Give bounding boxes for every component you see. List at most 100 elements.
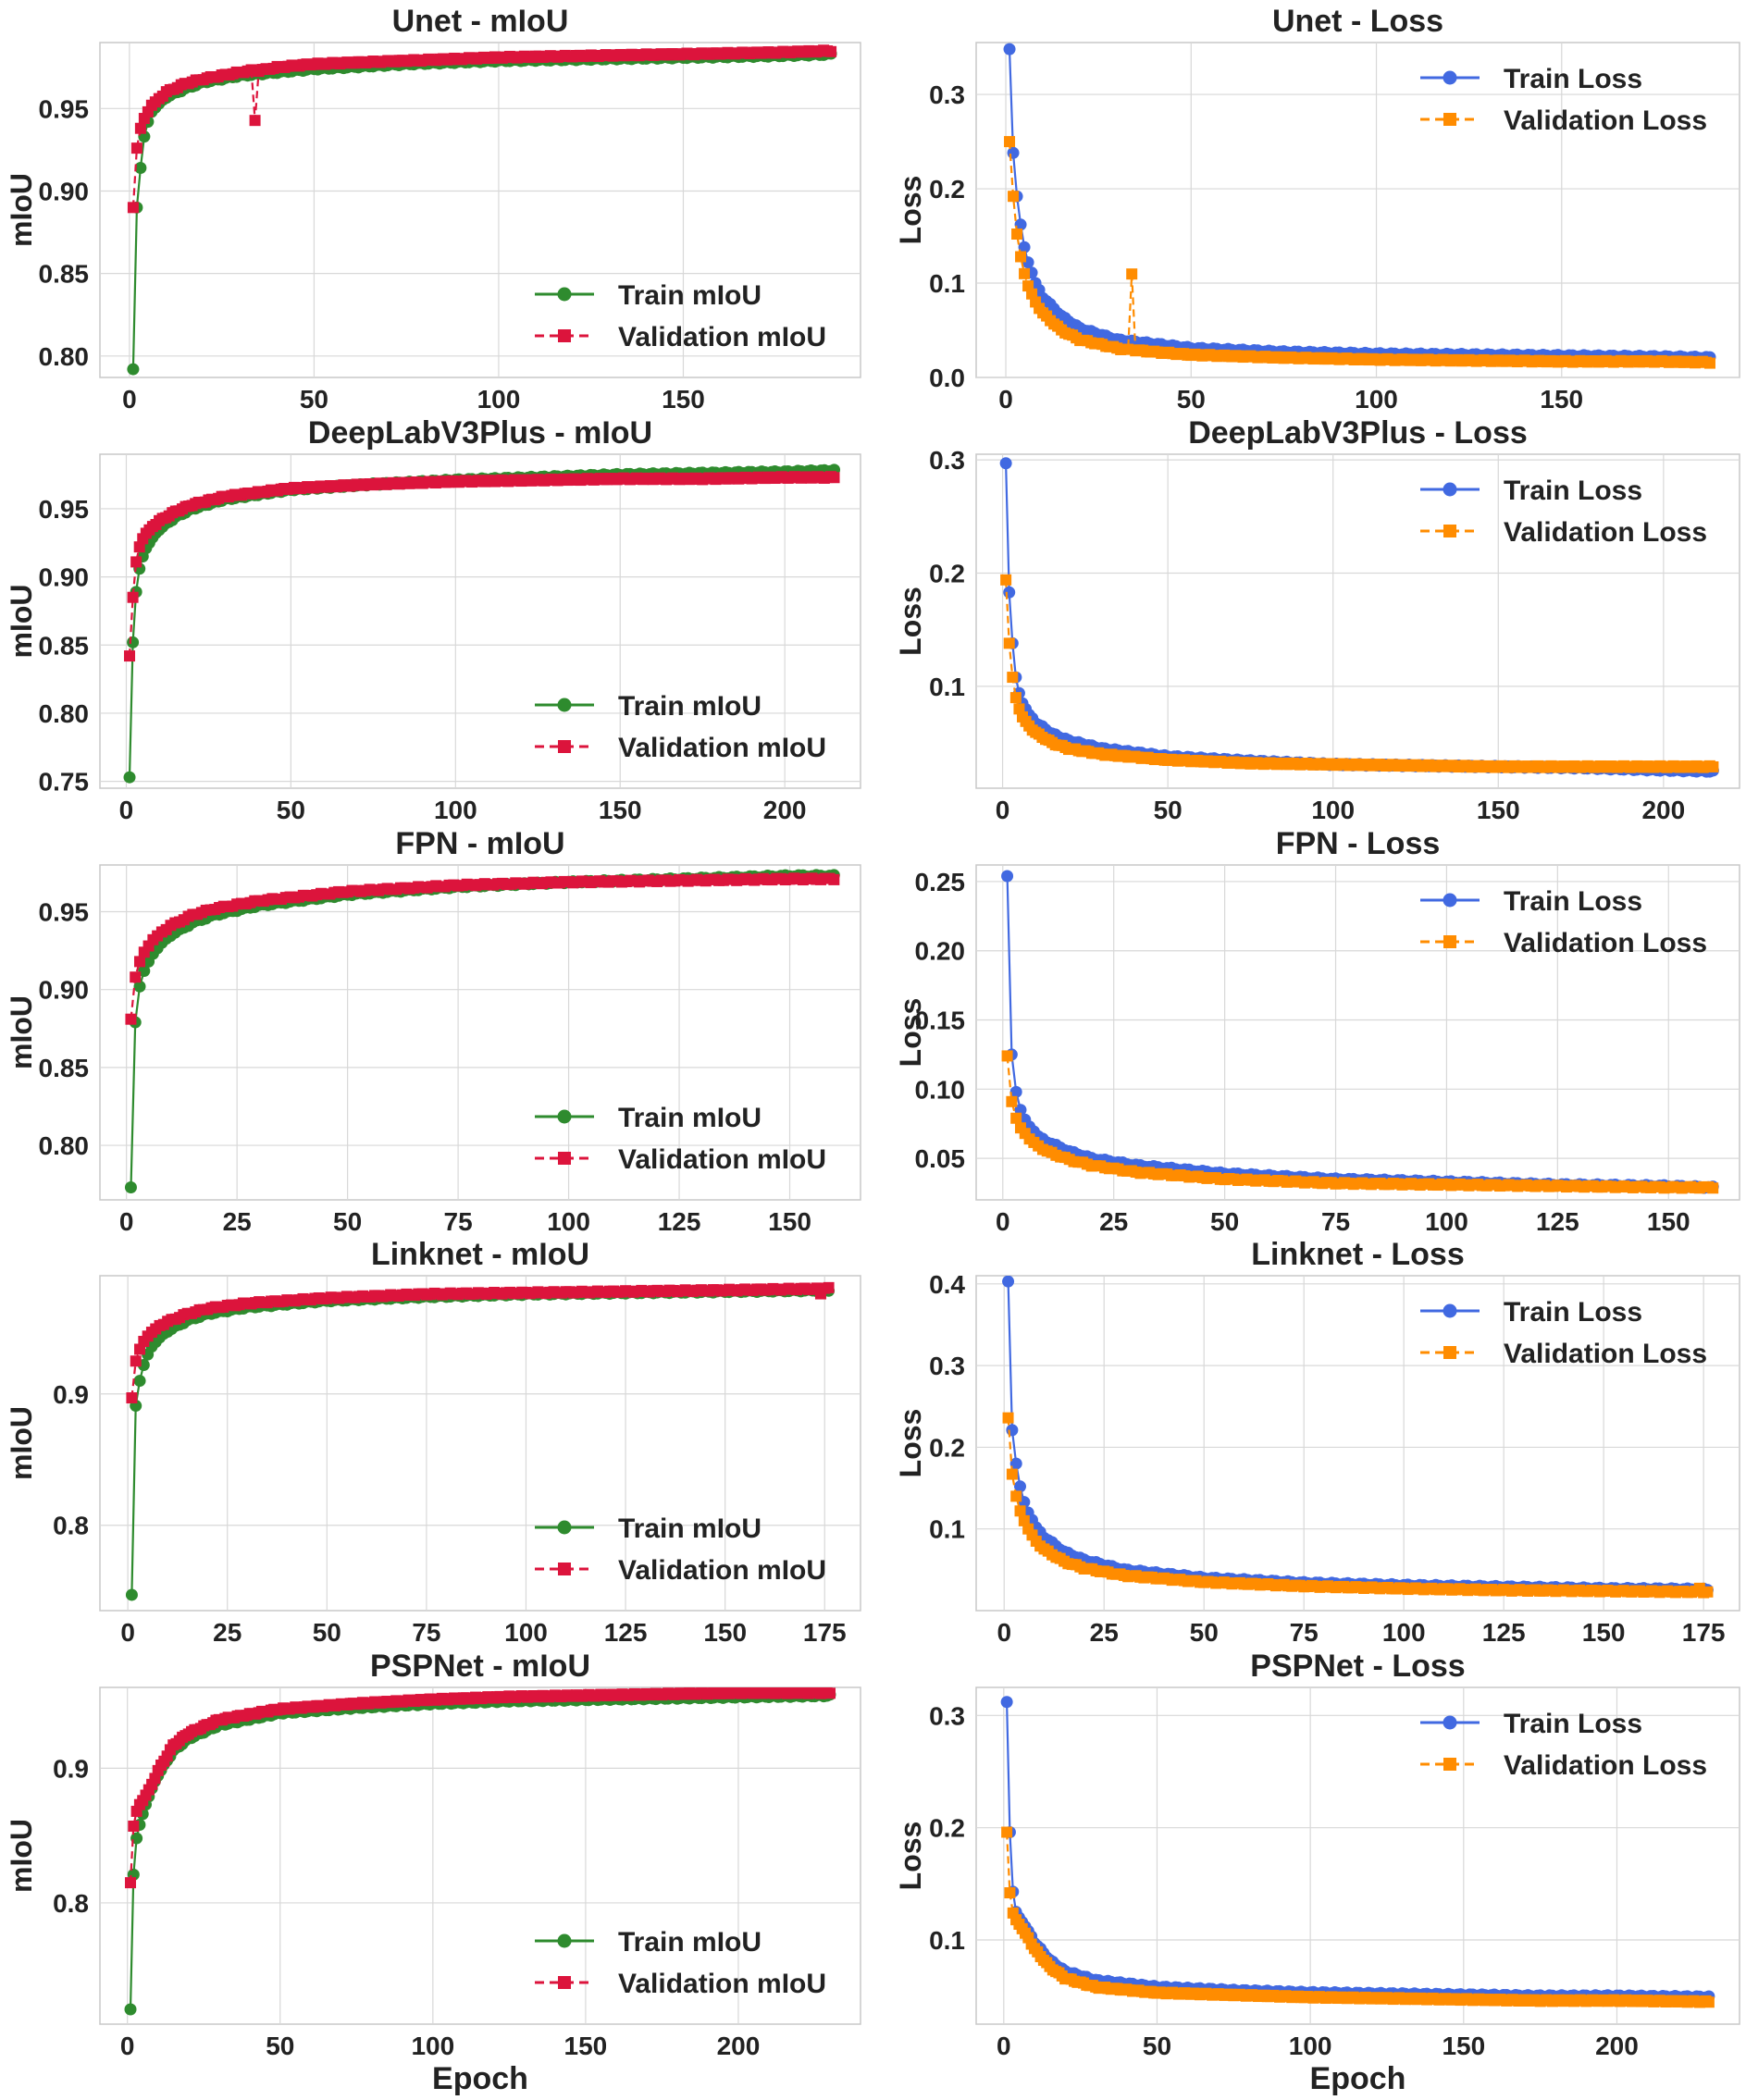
x-tick-label: 175 <box>1682 1618 1726 1647</box>
y-tick-label: 0.3 <box>929 1352 965 1380</box>
legend: Train mIoU Validation mIoU <box>535 1513 826 1586</box>
data-point <box>1008 191 1020 203</box>
chart-title: FPN - mIoU <box>395 826 564 861</box>
x-tick-label: 150 <box>768 1207 811 1236</box>
legend: Train Loss Validation Loss <box>1420 1709 1707 1781</box>
y-tick-label: 0.90 <box>39 177 90 205</box>
chart-linknet-miou: 0 25 50 75 100 125 150 175 0.8 0.9 Linknet - mIoU m… <box>5 1237 861 1647</box>
data-point <box>1000 574 1012 586</box>
data-point <box>130 971 142 983</box>
data-point <box>125 1877 137 1889</box>
y-tick-label: 0.10 <box>915 1075 966 1104</box>
chart-title: DeepLabV3Plus - Loss <box>1188 415 1528 451</box>
data-point <box>1703 357 1715 369</box>
y-tick-label: 0.25 <box>915 868 966 896</box>
data-point <box>1006 1468 1018 1480</box>
y-tick-label: 0.85 <box>39 1054 90 1082</box>
data-point <box>1014 1480 1027 1493</box>
legend-label: Train Loss <box>1504 886 1642 917</box>
x-tick-label: 0 <box>997 1618 1011 1647</box>
chart-title: Unet - Loss <box>1272 4 1443 39</box>
legend-label: Train Loss <box>1504 476 1642 506</box>
data-point <box>133 1375 146 1388</box>
data-point <box>1003 637 1015 649</box>
x-tick-label: 0 <box>996 1207 1010 1236</box>
legend-marker <box>1443 70 1457 85</box>
plot-area <box>975 1686 1740 2025</box>
plot-area <box>99 453 861 789</box>
x-tick-label: 75 <box>1290 1618 1319 1647</box>
plot-marks <box>124 1687 836 2016</box>
legend-marker <box>557 698 572 712</box>
y-tick-label: 0.80 <box>39 1131 90 1160</box>
x-tick-label: 100 <box>1382 1618 1426 1647</box>
y-tick-label: 0.2 <box>929 1814 965 1843</box>
x-tick-label: 0 <box>997 2032 1011 2060</box>
y-tick-label: 0.80 <box>39 699 90 728</box>
y-tick-label: 0.3 <box>929 446 965 475</box>
legend: Train Loss Validation Loss <box>1420 476 1707 548</box>
x-tick-label: 100 <box>1311 796 1355 824</box>
y-tick-label: 0.1 <box>929 673 965 701</box>
x-tick-label: 200 <box>717 2032 761 2060</box>
data-point <box>1006 1095 1018 1107</box>
data-point <box>126 1392 138 1404</box>
x-tick-label: 150 <box>599 796 642 824</box>
legend-marker <box>1443 1303 1457 1318</box>
y-axis-label: Loss <box>894 587 927 656</box>
y-tick-label: 0.2 <box>929 559 965 587</box>
legend: Train mIoU Validation mIoU <box>535 691 826 763</box>
data-point <box>1007 672 1019 684</box>
legend-marker <box>1443 525 1456 537</box>
data-point <box>1009 1085 1022 1098</box>
y-axis-label: Loss <box>894 998 927 1068</box>
x-tick-label: 50 <box>1143 2032 1171 2060</box>
x-tick-label: 150 <box>662 385 705 414</box>
legend-label: Validation mIoU <box>618 1555 826 1586</box>
y-tick-label: 0.3 <box>929 1701 965 1730</box>
data-point <box>1001 870 1014 883</box>
legend-label: Validation mIoU <box>618 322 826 352</box>
legend-label: Validation mIoU <box>618 1144 826 1175</box>
data-point <box>1009 692 1022 704</box>
data-point <box>124 650 136 662</box>
legend-label: Train mIoU <box>618 691 762 722</box>
data-point <box>828 472 840 484</box>
data-point <box>1003 43 1016 56</box>
plot-marks <box>1003 43 1716 369</box>
data-point <box>123 771 136 784</box>
x-tick-label: 100 <box>434 796 477 824</box>
data-point <box>823 1281 835 1293</box>
x-tick-label: 25 <box>223 1207 252 1236</box>
y-axis-label: Loss <box>894 1409 927 1478</box>
legend: Train mIoU Validation mIoU <box>535 1103 826 1175</box>
x-tick-label: 150 <box>1647 1207 1690 1236</box>
legend-marker <box>1443 935 1456 948</box>
series-validation-loss <box>1002 1412 1714 1599</box>
y-tick-label: 0.75 <box>39 768 90 797</box>
x-tick-label: 200 <box>1641 796 1685 824</box>
data-point <box>127 591 139 603</box>
data-point <box>134 956 146 968</box>
x-tick-label: 175 <box>803 1618 847 1647</box>
x-tick-label: 0 <box>119 796 134 824</box>
data-point <box>1703 1996 1715 2008</box>
plot-area <box>975 453 1740 789</box>
legend-marker <box>557 287 572 302</box>
plot-area <box>975 1275 1740 1612</box>
y-tick-label: 0.9 <box>53 1380 89 1409</box>
y-tick-label: 0.80 <box>39 342 90 371</box>
data-point <box>1019 267 1031 279</box>
x-tick-label: 25 <box>1099 1207 1128 1236</box>
chart-unet-loss: 0 50 100 150 0.0 0.1 0.2 0.3 Unet - Loss Loss Trai… <box>894 4 1740 414</box>
chart-deeplabv3plus-miou: 0 50 100 150 200 0.75 0.80 0.85 0.90 0.95 DeepLabV… <box>5 415 861 824</box>
plot-area <box>99 864 861 1201</box>
x-tick-label: 50 <box>313 1618 341 1647</box>
data-point <box>1002 1412 1014 1424</box>
x-tick-label: 200 <box>763 796 807 824</box>
x-tick-label: 100 <box>1425 1207 1468 1236</box>
data-point <box>1011 229 1023 241</box>
data-point <box>130 142 142 154</box>
chart-deeplabv3plus-loss: 0 50 100 150 200 0.1 0.2 0.3 DeepLabV3Plus - Los… <box>894 415 1740 824</box>
data-point <box>124 1181 137 1194</box>
